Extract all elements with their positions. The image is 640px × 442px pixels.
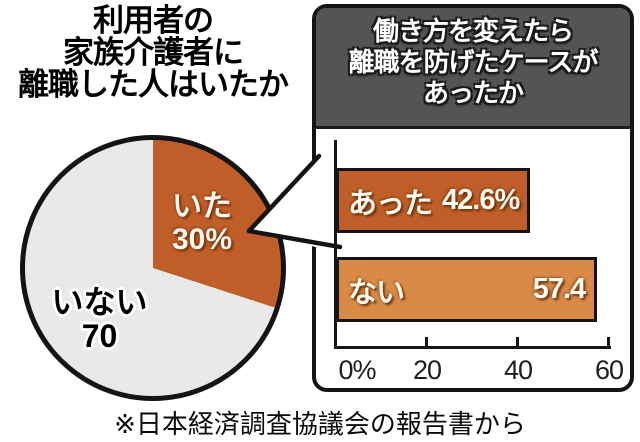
bar-nai: ない 57.4 bbox=[336, 257, 598, 322]
x-tick-mark bbox=[515, 337, 519, 346]
source-note: ※日本経済調査協議会の報告書から bbox=[114, 409, 526, 439]
bar-nai-label: ない bbox=[348, 276, 405, 309]
x-tick-label: 0% bbox=[338, 355, 376, 385]
x-axis-line bbox=[334, 346, 611, 349]
x-tick-label: 60 bbox=[594, 355, 624, 385]
bar-chart-panel: 働き方を変えたら 離職を防げたケースが あったか bbox=[312, 4, 634, 392]
bar-atta-label: あった bbox=[348, 187, 433, 220]
x-tick-label: 40 bbox=[503, 355, 533, 385]
pie-slice-label-inai: いない 70 bbox=[37, 285, 162, 353]
pie-slice-ita-text: いた bbox=[172, 190, 232, 223]
pie-title-line: 家族介護者に bbox=[63, 35, 244, 70]
bar-header-line: 離職を防げたケースが bbox=[348, 47, 599, 77]
bar-header-line: 働き方を変えたら bbox=[372, 16, 574, 46]
pie-title-line: 利用者の bbox=[93, 3, 214, 38]
bar-chart-header: 働き方を変えたら 離職を防げたケースが あったか bbox=[316, 8, 630, 129]
bar-plot-area: あった 42.6% ない 57.4 0% 20 40 60 bbox=[334, 140, 624, 385]
bar-nai-value: 57.4 bbox=[532, 273, 586, 305]
pie-slice-label-ita: いた 30% bbox=[137, 190, 267, 256]
x-tick-mark bbox=[424, 337, 428, 346]
pie-slice-ita-value: 30% bbox=[171, 223, 233, 256]
pie-title-line: 離職した人はいたか bbox=[18, 67, 289, 102]
pie-slice-inai-value: 70 bbox=[81, 318, 118, 354]
pie-chart-title: 利用者の 家族介護者に 離職した人はいたか bbox=[0, 5, 306, 101]
bar-header-line: あったか bbox=[422, 78, 524, 108]
pie-chart: いた 30% いない 70 bbox=[20, 135, 286, 401]
x-tick-mark bbox=[607, 337, 610, 346]
pie-slice-inai-text: いない bbox=[51, 284, 148, 320]
bar-atta: あった 42.6% bbox=[336, 168, 530, 233]
x-tick-label: 20 bbox=[412, 355, 442, 385]
bar-atta-value: 42.6% bbox=[442, 184, 520, 216]
